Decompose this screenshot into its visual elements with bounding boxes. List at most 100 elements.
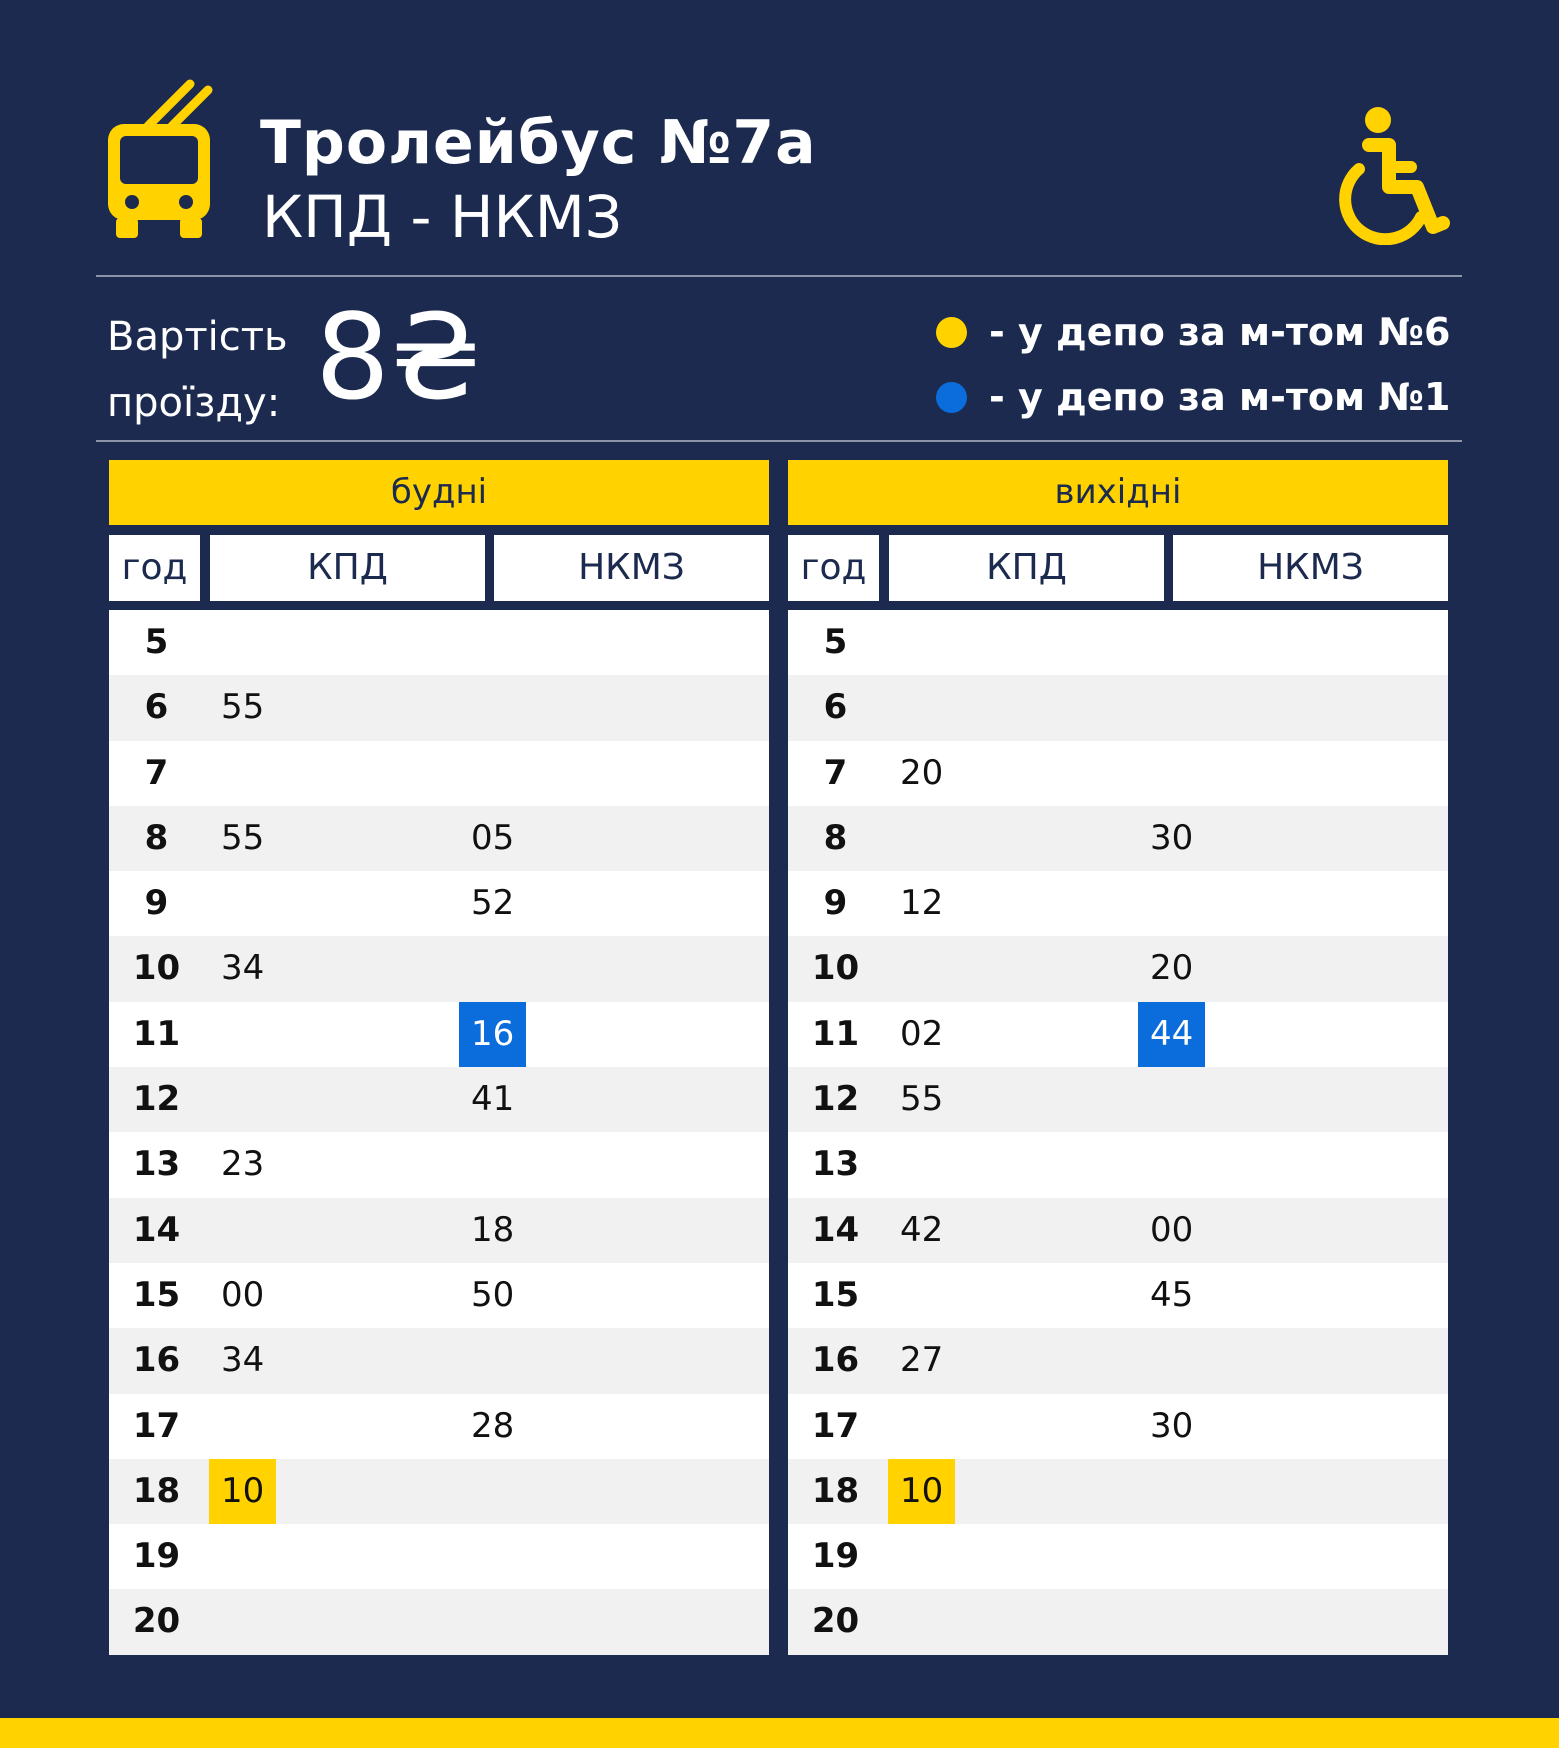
fare-label: Вартість проїзду: [107, 302, 288, 438]
kpd-departure-cell [888, 936, 912, 1001]
kpd-departure-cell [888, 1263, 912, 1328]
table-row: 9 52 [109, 871, 769, 936]
nkmz-departure-cell: 30 [1138, 1394, 1205, 1459]
nkmz-departure-time: 05 [471, 817, 515, 858]
nkmz-departure-cell [1138, 1132, 1162, 1197]
nkmz-departure-cell: 05 [459, 806, 526, 871]
table-row: 14 42 00 [788, 1197, 1448, 1263]
kpd-departure-cell: 34 [209, 936, 276, 1001]
kpd-departure-time: 55 [221, 687, 265, 728]
column-header-hour: год [788, 535, 879, 601]
nkmz-departure-cell: 20 [1138, 936, 1205, 1001]
column-header-kpd: КПД [889, 535, 1164, 601]
kpd-departure-cell: 10 [209, 1458, 277, 1524]
kpd-departure-cell: 10 [888, 1458, 956, 1524]
hour-cell: 12 [132, 1079, 181, 1120]
table-row: 5 [109, 610, 769, 675]
nkmz-departure-cell [459, 936, 483, 1001]
nkmz-departure-time: 45 [1150, 1274, 1194, 1315]
footer-bar [0, 1718, 1559, 1748]
hour-cell: 19 [132, 1536, 181, 1577]
kpd-departure-cell [209, 1067, 233, 1132]
nkmz-departure-time: 44 [1138, 1001, 1206, 1067]
kpd-departure-cell [209, 1524, 233, 1589]
kpd-departure-cell: 27 [888, 1328, 955, 1393]
hour-cell: 19 [811, 1536, 860, 1577]
kpd-departure-cell: 55 [209, 806, 276, 871]
kpd-departure-time: 10 [888, 1458, 956, 1524]
legend-item-yellow: - у депо за м-том №6 [936, 307, 1450, 357]
table-row: 7 20 [788, 741, 1448, 806]
table-row: 6 55 [109, 675, 769, 741]
table-row: 12 41 [109, 1067, 769, 1133]
kpd-departure-cell [888, 675, 912, 740]
kpd-departure-cell: 20 [888, 741, 955, 806]
hour-cell: 8 [823, 817, 848, 858]
kpd-departure-cell [209, 871, 233, 936]
table-row: 11 02 44 [788, 1001, 1448, 1067]
nkmz-departure-time: 50 [471, 1274, 515, 1315]
hour-cell: 14 [811, 1209, 860, 1250]
nkmz-departure-time: 30 [1150, 1405, 1194, 1446]
hour-cell: 18 [132, 1470, 181, 1511]
nkmz-departure-cell [1138, 1524, 1162, 1589]
nkmz-departure-cell [459, 1328, 483, 1393]
hour-cell: 9 [144, 883, 169, 924]
nkmz-departure-cell [459, 1589, 483, 1654]
hour-cell: 10 [811, 948, 860, 989]
kpd-departure-cell: 00 [209, 1263, 276, 1328]
nkmz-departure-cell [1138, 610, 1162, 675]
nkmz-departure-cell [459, 741, 483, 806]
hour-cell: 9 [823, 883, 848, 924]
hour-cell: 15 [132, 1274, 181, 1315]
kpd-departure-time: 34 [221, 948, 265, 989]
hour-cell: 7 [144, 752, 169, 793]
hour-cell: 12 [811, 1079, 860, 1120]
kpd-departure-cell [209, 741, 233, 806]
table-row: 13 23 [109, 1132, 769, 1197]
kpd-departure-time: 23 [221, 1144, 265, 1185]
nkmz-departure-cell: 00 [1138, 1198, 1205, 1263]
legend-item-blue: - у депо за м-том №1 [936, 372, 1450, 422]
hour-cell: 5 [144, 622, 169, 662]
hour-cell: 7 [823, 752, 848, 793]
nkmz-departure-time: 16 [459, 1001, 527, 1067]
hour-cell: 16 [811, 1340, 860, 1381]
nkmz-departure-cell: 16 [459, 1001, 527, 1067]
nkmz-departure-time: 30 [1150, 817, 1194, 858]
wheelchair-icon [1339, 107, 1450, 245]
kpd-departure-cell: 55 [888, 1067, 955, 1132]
kpd-departure-time: 27 [900, 1340, 944, 1381]
nkmz-departure-cell [1138, 1589, 1162, 1654]
kpd-departure-time: 34 [221, 1340, 265, 1381]
divider-top [96, 275, 1462, 277]
table-row: 16 27 [788, 1328, 1448, 1394]
fare-label-line1: Вартість [107, 314, 288, 360]
kpd-departure-time: 10 [209, 1458, 277, 1524]
table-body: 5 6 55 7 8 55 05 9 52 10 34 11 16 12 41 13 23 14 18 15 00 50 1… [109, 610, 769, 1655]
hour-cell: 11 [132, 1013, 181, 1054]
hour-cell: 20 [132, 1601, 181, 1642]
hour-cell: 18 [811, 1470, 860, 1511]
route-name: КПД - НКМЗ [262, 183, 622, 251]
fare-value: 8₴ [315, 288, 482, 426]
hour-cell: 6 [144, 687, 169, 728]
kpd-departure-cell [888, 1589, 912, 1654]
kpd-departure-cell [209, 1394, 233, 1459]
hour-cell: 14 [132, 1209, 181, 1250]
blue-dot-icon [936, 381, 967, 413]
kpd-departure-cell [888, 1132, 912, 1197]
kpd-departure-cell [888, 610, 912, 675]
nkmz-departure-cell [1138, 741, 1162, 806]
nkmz-departure-cell [1138, 871, 1162, 936]
table-row: 19 [109, 1524, 769, 1589]
column-header-nkmz: НКМЗ [1173, 535, 1448, 601]
trolleybus-icon [108, 79, 213, 238]
hour-cell: 17 [132, 1405, 181, 1446]
hour-cell: 20 [811, 1601, 860, 1642]
table-row: 15 45 [788, 1263, 1448, 1328]
table-row: 5 [788, 610, 1448, 675]
nkmz-departure-cell: 44 [1138, 1001, 1206, 1067]
nkmz-departure-cell [1138, 1328, 1162, 1393]
table-row: 7 [109, 741, 769, 806]
